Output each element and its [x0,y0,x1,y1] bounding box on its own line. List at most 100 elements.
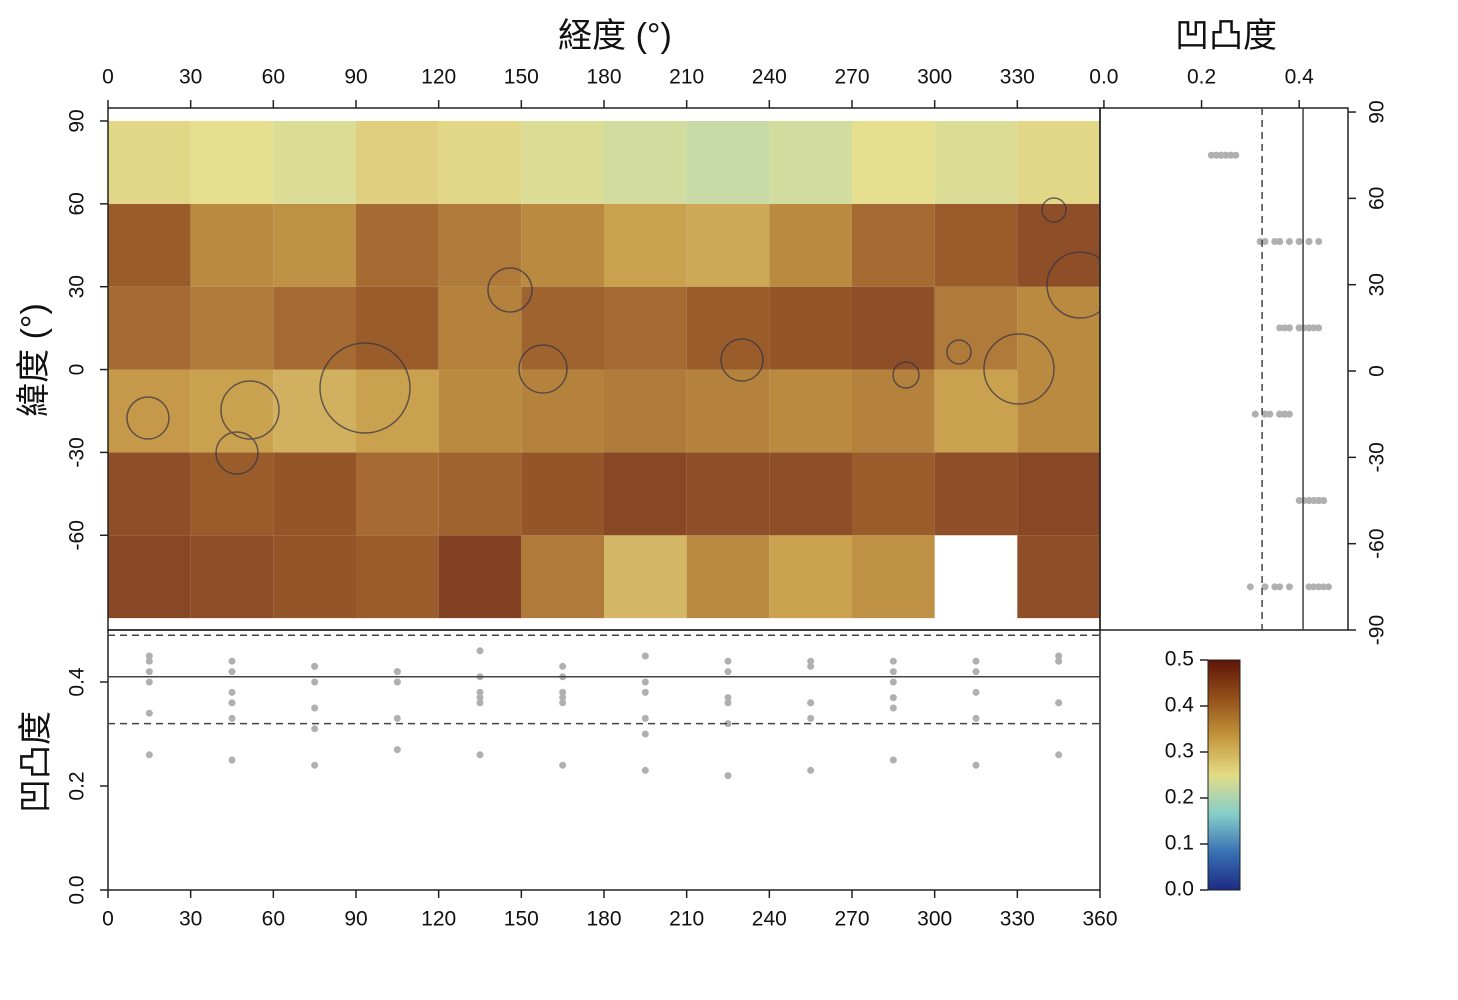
point [1310,497,1318,505]
point [145,678,153,686]
point [972,657,980,665]
tick-label: 90 [344,908,367,931]
craters [126,197,1100,475]
heat-cell [108,452,191,536]
point [1295,497,1303,505]
point [1285,324,1293,332]
point [1276,410,1284,418]
heat-cell [108,286,191,370]
heat-cell [438,203,522,287]
heat-cell [769,286,852,370]
point [724,699,732,707]
heat-cell [108,203,191,287]
heat-cell [190,203,274,287]
heat-cell [852,286,935,370]
point [641,678,649,686]
point [1300,324,1308,332]
crater [518,344,568,394]
scatter-points [145,151,1332,780]
tick-label: 120 [421,66,456,89]
point [889,678,897,686]
crater [215,431,259,475]
tick-label: 210 [669,908,704,931]
heat-cell [604,452,687,536]
point [1285,238,1293,246]
heat-cell [934,286,1018,370]
point [311,704,319,712]
point [1266,410,1274,418]
point [641,730,649,738]
tick-label: 150 [504,66,539,89]
point [393,678,401,686]
point [724,694,732,702]
heat-cell [934,369,1018,453]
point [145,709,153,717]
tick-label: 60 [66,192,89,215]
point [1207,151,1215,159]
heat-cell [769,203,852,287]
x-axis-title: 経度 (°) [558,17,672,55]
tick-label: 330 [1000,908,1035,931]
crater [487,267,533,313]
heat-cell [686,369,770,453]
heat-cell [604,286,687,370]
tick-label: -30 [66,437,89,467]
point [1276,583,1284,591]
heat-cell [1017,203,1100,287]
heat-cell [769,369,852,453]
heatmap [108,120,1100,619]
point [559,662,567,670]
point [559,699,567,707]
point [1055,657,1063,665]
point [807,714,815,722]
point [1281,410,1289,418]
tick-label: 270 [834,908,869,931]
crater [319,342,411,434]
point [228,668,236,676]
point [1212,151,1220,159]
point [1276,324,1284,332]
point [228,756,236,764]
tick-label: 60 [262,908,285,931]
crater [892,361,920,389]
heat-cell [1017,286,1100,370]
point [1261,238,1269,246]
heat-cell [273,452,356,536]
point [228,657,236,665]
point [1232,151,1240,159]
heat-cell [604,203,687,287]
point [1271,583,1279,591]
heat-cell [852,120,935,204]
point [393,668,401,676]
point [972,714,980,722]
point [1261,583,1269,591]
right-axis-title: 凹凸度 [1175,17,1277,55]
point [476,647,484,655]
point [476,688,484,696]
bottom-y-axis-title: 凹凸度 [17,711,55,813]
point [972,688,980,696]
heat-cell [190,369,274,453]
point [889,756,897,764]
tick-label: 30 [1366,273,1389,296]
point [476,694,484,702]
heat-cell [356,203,439,287]
heat-cell [273,120,356,204]
point [1310,583,1318,591]
point [724,720,732,728]
tick-label: 0.0 [66,875,89,904]
tick-label: 0 [66,364,89,376]
point [311,662,319,670]
point [1305,583,1313,591]
tick-label: 30 [179,66,202,89]
point [1055,652,1063,660]
point [889,657,897,665]
heat-cell [438,120,522,204]
tick-label: 270 [834,66,869,89]
heat-cell [934,120,1018,204]
tick-label: 0 [102,908,114,931]
point [972,761,980,769]
heat-cell [521,286,604,370]
tick-label: 240 [752,908,787,931]
point [1285,583,1293,591]
